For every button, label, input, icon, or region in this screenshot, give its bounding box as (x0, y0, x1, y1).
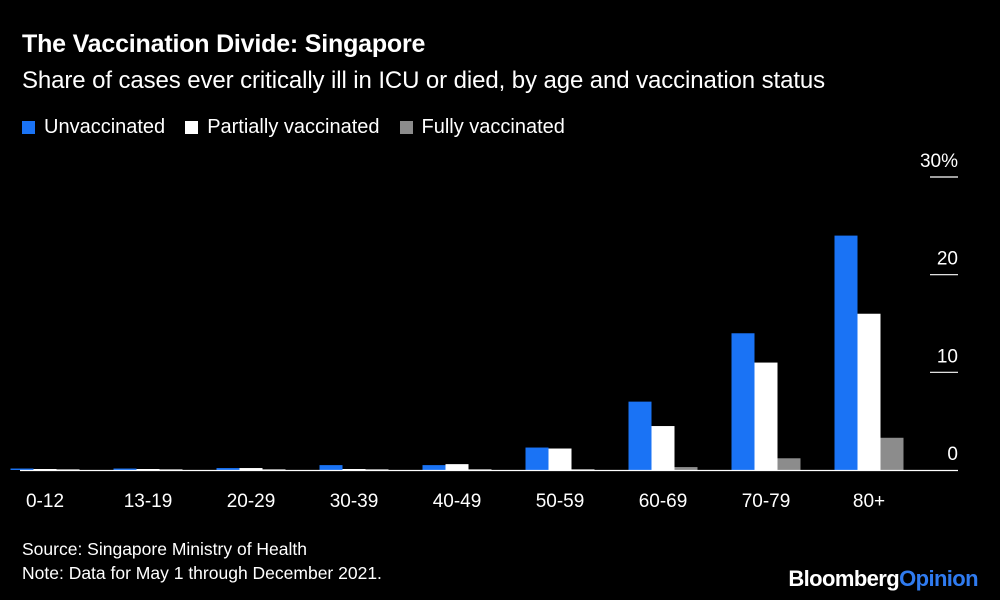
bar (262, 469, 286, 470)
bar (319, 465, 343, 470)
bar (468, 469, 492, 470)
note-text: Note: Data for May 1 through December 20… (22, 563, 382, 583)
chart-title: The Vaccination Divide: Singapore (22, 30, 426, 58)
bar (754, 362, 778, 470)
bar (548, 448, 572, 470)
bar (342, 469, 366, 470)
bar (651, 426, 675, 470)
x-tick-label: 40-49 (433, 491, 482, 512)
bar (571, 469, 595, 470)
legend-item-unvaccinated: Unvaccinated (22, 116, 165, 139)
bar (239, 468, 263, 470)
bar (113, 468, 137, 470)
logo-brand: Bloomberg (788, 566, 900, 591)
legend-label-unvaccinated: Unvaccinated (44, 115, 166, 138)
bar (422, 465, 446, 470)
bar (136, 469, 160, 470)
bar (628, 401, 652, 470)
bar (10, 468, 34, 470)
logo-opinion: Opinion (899, 566, 979, 591)
x-tick-label: 80+ (853, 491, 885, 512)
bar (857, 313, 881, 470)
bar (731, 333, 755, 470)
y-tick-label: 30% (920, 151, 958, 172)
x-tick-label: 20-29 (227, 491, 276, 512)
x-tick-label: 70-79 (742, 491, 791, 512)
bar (216, 468, 240, 470)
bar (159, 469, 183, 470)
x-tick-label: 13-19 (124, 491, 173, 512)
x-tick-label: 30-39 (330, 491, 379, 512)
x-tick-label: 50-59 (536, 491, 585, 512)
bar (525, 447, 549, 470)
bar (834, 235, 858, 470)
y-tick-label: 0 (947, 444, 958, 465)
x-tick-label: 0-12 (26, 491, 64, 512)
legend: Unvaccinated Partially vaccinated Fully … (22, 115, 585, 139)
chart-subtitle: Share of cases ever critically ill in IC… (22, 67, 826, 94)
legend-label-partially-vaccinated: Partially vaccinated (207, 115, 380, 138)
bar (365, 469, 389, 470)
legend-swatch-partially-vaccinated (185, 120, 199, 134)
bar (777, 458, 801, 470)
legend-item-partially-vaccinated: Partially vaccinated (185, 115, 380, 139)
y-tick-label: 20 (937, 249, 958, 270)
legend-item-fully-vaccinated: Fully vaccinated (399, 115, 565, 139)
bar (33, 469, 57, 470)
bar (445, 464, 469, 470)
y-tick-label: 10 (937, 346, 958, 367)
bar (56, 469, 80, 470)
legend-label-fully-vaccinated: Fully vaccinated (421, 115, 565, 138)
footer: Source: Singapore Ministry of Health Not… (22, 537, 382, 585)
source-text: Source: Singapore Ministry of Health (22, 539, 307, 559)
bar (674, 467, 698, 470)
bloomberg-opinion-logo: BloombergOpinion (788, 566, 978, 592)
x-tick-label: 60-69 (639, 491, 688, 512)
legend-swatch-unvaccinated (22, 120, 35, 134)
legend-swatch-fully-vaccinated (399, 120, 413, 134)
bar (880, 437, 904, 470)
